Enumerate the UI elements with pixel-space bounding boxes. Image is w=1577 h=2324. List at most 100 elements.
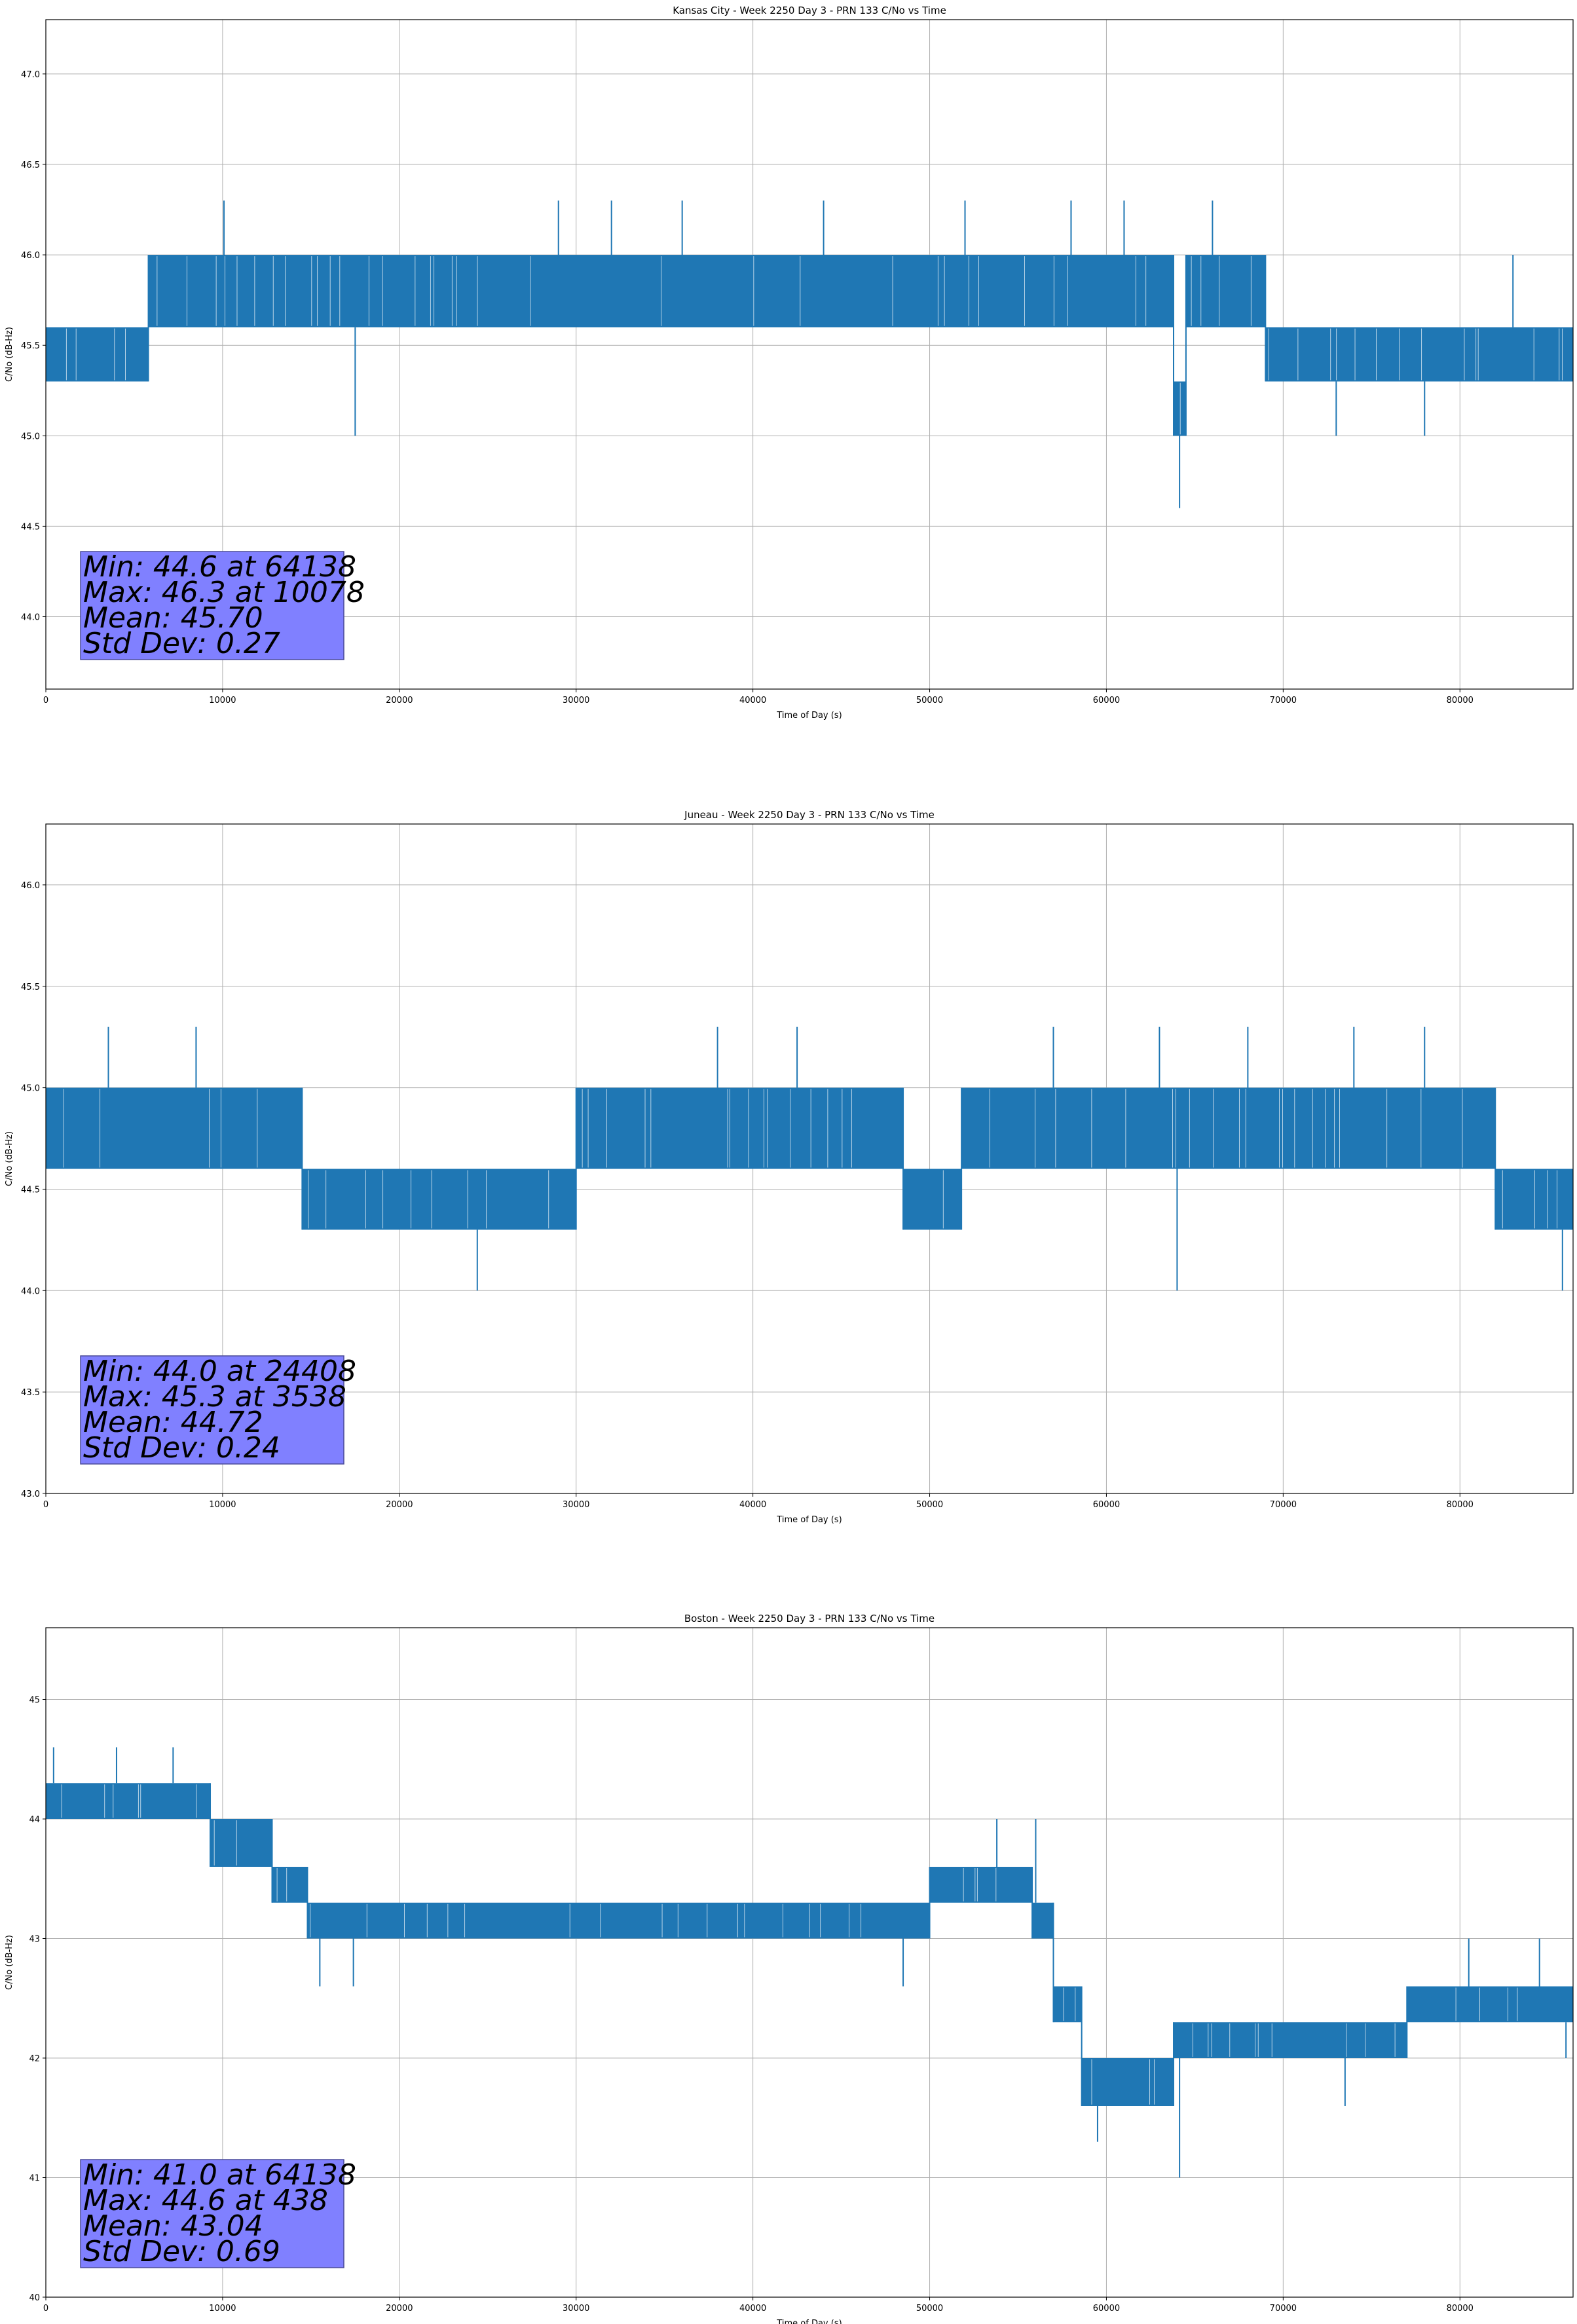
stats-line: Max: 46.3 at 10078 — [83, 576, 365, 609]
data-band — [307, 1902, 930, 1939]
data-band — [903, 1169, 962, 1230]
x-tick-label: 0 — [43, 2304, 48, 2314]
data-band — [1407, 1986, 1573, 2023]
chart-title: Boston - Week 2250 Day 3 - PRN 133 C/No … — [684, 1613, 935, 1624]
x-tick-label: 40000 — [739, 696, 766, 705]
y-tick-label: 45.5 — [21, 341, 40, 351]
x-tick-label: 30000 — [563, 2304, 589, 2314]
chart-title: Juneau - Week 2250 Day 3 - PRN 133 C/No … — [684, 809, 935, 821]
stats-line: Std Dev: 0.69 — [83, 2235, 280, 2268]
axes-frame — [45, 823, 1574, 1494]
series-line — [46, 200, 1573, 508]
y-axis-label: C/No (dB-Hz) — [5, 1131, 14, 1186]
data-band — [961, 1087, 1496, 1169]
stats-line: Mean: 43.04 — [83, 2209, 263, 2243]
x-tick-label: 50000 — [916, 2304, 943, 2314]
chart-panel-2: 0 10000 20000 30000 40000 50000 60000 70000 8000… — [5, 1613, 1574, 2324]
series-line — [46, 1026, 1573, 1291]
axes-frame — [45, 19, 1574, 690]
stats-line: Mean: 44.72 — [83, 1406, 263, 1439]
chart-title: Kansas City - Week 2250 Day 3 - PRN 133 … — [673, 5, 946, 16]
y-tick-label: 44.5 — [21, 522, 40, 532]
y-tick-label: 45.0 — [21, 432, 40, 441]
y-tick-label: 45.0 — [21, 1084, 40, 1094]
stats-line: Min: 41.0 at 64138 — [83, 2158, 356, 2192]
data-band — [576, 1087, 904, 1169]
x-tick-label: 60000 — [1093, 696, 1120, 705]
y-tick-label: 44.5 — [21, 1185, 40, 1195]
y-tick-label: 45.5 — [21, 983, 40, 992]
y-tick-label: 46.0 — [21, 251, 40, 261]
y-tick-label: 45 — [29, 1696, 40, 1706]
data-band — [46, 327, 149, 382]
x-tick-label: 40000 — [739, 1500, 766, 1510]
x-tick-label: 50000 — [916, 696, 943, 705]
data-band — [929, 1867, 1033, 1903]
y-axis-label: C/No (dB-Hz) — [5, 1935, 14, 1990]
stats-line: Max: 45.3 at 3538 — [83, 1380, 346, 1414]
x-tick-label: 10000 — [209, 1500, 236, 1510]
stats-box — [80, 2159, 344, 2268]
x-tick-label: 70000 — [1270, 1500, 1297, 1510]
y-tick-label: 47.0 — [21, 70, 40, 80]
x-tick-label: 0 — [43, 696, 48, 705]
stats-line: Max: 44.6 at 438 — [83, 2184, 328, 2217]
y-tick-label: 43 — [29, 1935, 40, 1945]
x-tick-label: 40000 — [739, 2304, 766, 2314]
data-band — [1081, 2058, 1174, 2106]
x-tick-label: 70000 — [1270, 696, 1297, 705]
y-tick-label: 46.5 — [21, 160, 40, 170]
chart-panel-0: 0 10000 20000 30000 40000 50000 60000 70000 8000… — [5, 5, 1574, 721]
x-tick-label: 60000 — [1093, 2304, 1120, 2314]
data-band — [1495, 1169, 1573, 1230]
y-tick-label: 46.0 — [21, 881, 40, 891]
x-tick-label: 30000 — [563, 696, 589, 705]
y-tick-label: 40 — [29, 2293, 40, 2303]
x-tick-label: 20000 — [386, 1500, 413, 1510]
x-tick-label: 30000 — [563, 1500, 589, 1510]
x-tick-label: 10000 — [209, 696, 236, 705]
y-tick-label: 41 — [29, 2174, 40, 2184]
x-tick-label: 20000 — [386, 696, 413, 705]
stats-line: Std Dev: 0.24 — [83, 1431, 280, 1465]
x-tick-label: 80000 — [1447, 1500, 1474, 1510]
stats-line: Min: 44.6 at 64138 — [83, 550, 356, 584]
stats-box — [80, 551, 344, 660]
data-band — [46, 1087, 303, 1169]
x-tick-label: 20000 — [386, 2304, 413, 2314]
data-band — [46, 1783, 211, 1819]
series-line — [46, 1747, 1573, 2178]
y-tick-label: 44.0 — [21, 613, 40, 623]
x-axis-label: Time of Day (s) — [776, 711, 842, 721]
data-band — [1174, 381, 1186, 436]
y-tick-label: 44.0 — [21, 1286, 40, 1296]
x-axis-label: Time of Day (s) — [776, 2319, 842, 2324]
x-tick-label: 50000 — [916, 1500, 943, 1510]
x-tick-label: 80000 — [1447, 696, 1474, 705]
y-tick-label: 43.0 — [21, 1490, 40, 1499]
stats-line: Min: 44.0 at 24408 — [83, 1355, 356, 1388]
data-band — [302, 1169, 576, 1230]
x-tick-label: 70000 — [1270, 2304, 1297, 2314]
x-tick-label: 10000 — [209, 2304, 236, 2314]
data-band — [1174, 2022, 1407, 2058]
data-band — [1185, 255, 1266, 328]
stats-line: Mean: 45.70 — [83, 601, 263, 635]
x-tick-label: 0 — [43, 1500, 48, 1510]
data-band — [1053, 1986, 1082, 2023]
axes-frame — [45, 1627, 1574, 2298]
y-tick-label: 43.5 — [21, 1388, 40, 1398]
x-tick-label: 80000 — [1447, 2304, 1474, 2314]
data-band — [272, 1867, 308, 1903]
y-tick-label: 42 — [29, 2054, 40, 2064]
y-tick-label: 44 — [29, 1815, 40, 1825]
stats-box — [80, 1355, 344, 1465]
chart-panel-1: 0 10000 20000 30000 40000 50000 60000 70000 8000… — [5, 809, 1574, 1525]
x-axis-label: Time of Day (s) — [776, 1515, 842, 1525]
data-band — [210, 1819, 272, 1867]
y-axis-label: C/No (dB-Hz) — [5, 327, 14, 382]
data-band — [1265, 327, 1573, 382]
stats-line: Std Dev: 0.27 — [83, 627, 280, 660]
data-band — [1032, 1902, 1054, 1939]
